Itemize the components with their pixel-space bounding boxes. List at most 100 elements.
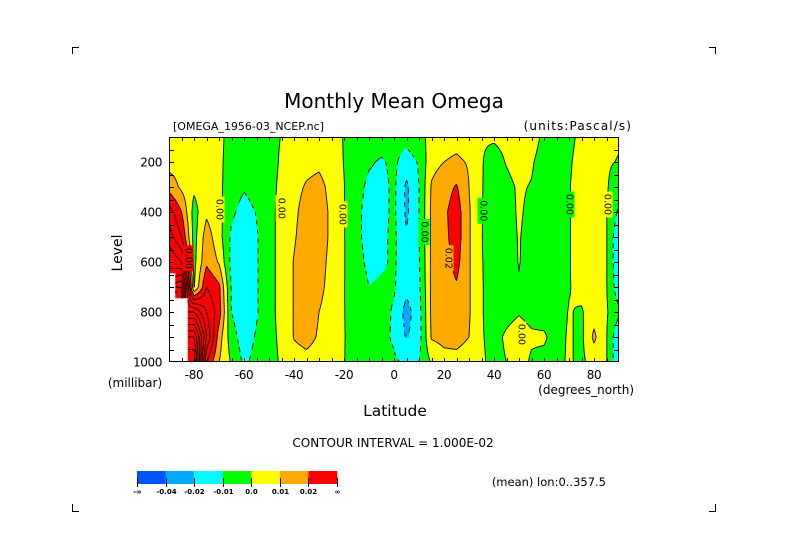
contour-fill-cell (616, 298, 619, 300)
contour-fill-cell (230, 252, 259, 254)
contour-label: 0.00 (419, 221, 430, 242)
contour-fill-cell (361, 238, 389, 240)
contour-fill-cell (482, 180, 514, 183)
contour-fill-cell (187, 224, 194, 227)
contour-fill-cell (187, 308, 221, 310)
contour-fill-cell (255, 328, 277, 330)
contour-fill-cell (460, 257, 471, 259)
contour-fill-cell (425, 192, 431, 194)
contour-fill-cell (395, 195, 406, 198)
contour-fill-cell (276, 334, 294, 337)
contour-fill-cell (292, 290, 325, 293)
contour-fill-cell (217, 334, 224, 337)
contour-fill-cell (395, 355, 421, 358)
contour-fill-cell (419, 193, 426, 195)
contour-fill-cell (169, 315, 189, 318)
contour-fill-cell (395, 204, 406, 207)
contour-fill-cell (369, 169, 389, 172)
contour-fill-cell (275, 282, 294, 284)
contour-fill-cell (194, 264, 196, 267)
contour-fill-cell (570, 274, 607, 277)
contour-fill-cell (484, 159, 505, 162)
contour-fill-cell (606, 353, 614, 355)
contour-fill-cell (482, 163, 506, 165)
contour-fill-cell (345, 300, 394, 303)
contour-fill-cell (214, 243, 224, 245)
contour-fill-cell (227, 330, 237, 333)
contour-fill-cell (236, 333, 256, 335)
contour-fill-cell (425, 177, 434, 179)
contour-fill-cell (301, 192, 327, 194)
contour-fill-cell (185, 235, 190, 238)
contour-fill-cell (169, 224, 185, 227)
contour-fill-cell (275, 317, 294, 319)
contour-fill-cell (216, 345, 222, 348)
contour-fill-cell (525, 193, 571, 195)
contour-fill-cell (574, 150, 619, 153)
contour-fill-cell (241, 357, 251, 359)
contour-fill-cell (420, 274, 426, 277)
contour-fill-cell (417, 170, 426, 173)
contour-fill-cell (277, 353, 346, 355)
contour-fill-cell (277, 175, 312, 178)
contour-fill-cell (430, 279, 471, 282)
contour-fill-cell (484, 340, 504, 343)
contour-fill-cell (169, 312, 189, 314)
contour-fill-cell (420, 268, 426, 270)
contour-fill-cell (482, 292, 571, 294)
contour-fill-cell (210, 227, 224, 229)
contour-fill-cell (501, 153, 537, 155)
contour-fill-cell (425, 292, 431, 294)
contour-fill-cell (176, 200, 186, 203)
contour-fill-cell (251, 352, 279, 354)
contour-fill-cell (169, 328, 189, 330)
contour-fill-cell (459, 264, 471, 267)
contour-fill-cell (409, 204, 420, 207)
contour-fill-cell (217, 260, 225, 263)
contour-fill-cell (405, 209, 410, 212)
contour-fill-cell (222, 183, 277, 185)
contour-fill-cell (222, 202, 240, 204)
contour-fill-cell (186, 240, 190, 243)
contour-fill-cell (325, 189, 345, 192)
contour-fill-cell (440, 165, 467, 168)
contour-fill-cell (565, 348, 574, 350)
contour-fill-cell (430, 293, 471, 295)
contour-fill-cell (224, 142, 281, 144)
contour-fill-cell (572, 355, 586, 358)
contour-fill-cell (227, 285, 232, 288)
contour-fill-cell (570, 282, 607, 284)
contour-fill-cell (565, 352, 574, 354)
contour-fill-cell (461, 229, 471, 232)
contour-fill-cell (292, 270, 326, 273)
contour-fill-cell (421, 337, 427, 339)
contour-fill-cell (430, 282, 471, 284)
contour-fill-cell (374, 163, 387, 165)
contour-fill-cell (192, 293, 197, 295)
contour-fill-cell (169, 317, 189, 319)
contour-fill-cell (405, 183, 409, 185)
contour-fill-cell (257, 290, 276, 293)
contour-fill-cell (606, 263, 614, 265)
contour-fill-cell (196, 243, 204, 245)
contour-fill-cell (344, 177, 367, 179)
contour-fill-cell (482, 308, 569, 310)
contour-fill-cell (221, 339, 229, 342)
contour-fill-cell (277, 349, 346, 352)
contour-fill-cell (292, 272, 326, 274)
contour-fill-cell (215, 249, 224, 252)
contour-fill-cell (292, 300, 322, 303)
contour-fill-cell (176, 180, 224, 183)
contour-fill-cell (395, 283, 421, 285)
contour-fill-cell (425, 302, 431, 304)
contour-fill-cell (582, 320, 609, 323)
contour-fill-cell (405, 332, 410, 334)
contour-fill-cell (227, 312, 232, 314)
colorbar-label: -0.01 (213, 488, 233, 496)
contour-fill-cell (530, 182, 571, 184)
contour-fill-cell (405, 217, 409, 219)
contour-fill-cell (431, 179, 470, 182)
contour-fill-cell (567, 312, 574, 314)
contour-fill-cell (376, 160, 386, 163)
contour-fill-cell (510, 173, 534, 175)
